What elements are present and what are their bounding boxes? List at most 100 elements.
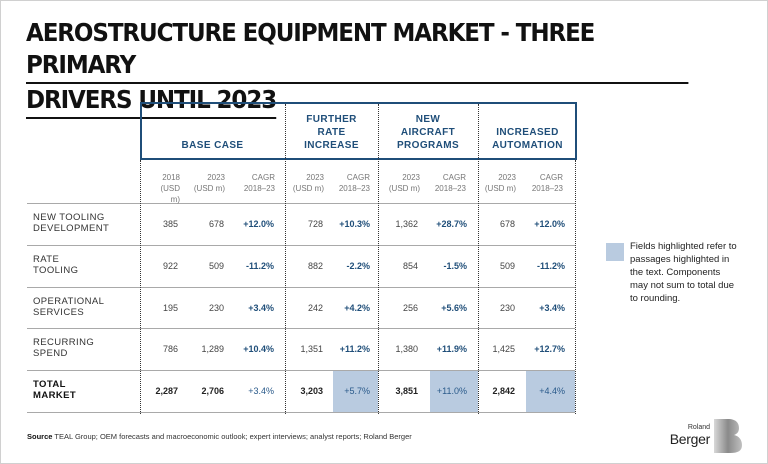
subheader-line: 2018–23	[243, 184, 275, 193]
logo-text-roland: Roland	[687, 424, 710, 431]
highlight-cell	[430, 370, 478, 412]
value-cell: 1,380	[395, 344, 418, 354]
row-label-line: OPERATIONAL	[33, 296, 105, 307]
value-cell: 509	[499, 261, 515, 271]
subheader-line: 2023	[498, 173, 516, 182]
subheader-line: CAGR	[442, 173, 466, 182]
subheader-cagr: CAGR 2018–23	[235, 172, 275, 194]
value-cell: 728	[307, 219, 323, 229]
logo-b-icon	[714, 419, 742, 453]
row-divider	[27, 412, 575, 413]
column-divider	[575, 160, 576, 414]
row-label-line: RECURRING	[33, 337, 95, 348]
cagr-cell: +28.7%	[436, 219, 467, 229]
subheader-line: 2018–23	[434, 184, 466, 193]
scenario-label-line: NEW	[415, 114, 441, 125]
subheader-cagr: CAGR 2018–23	[523, 172, 563, 194]
scenario-label-line: PROGRAMS	[396, 140, 460, 151]
value-cell: 2,287	[155, 386, 178, 396]
value-cell: 195	[162, 303, 178, 313]
subheader-line: (USD m)	[388, 184, 420, 193]
cagr-cell: +3.4%	[248, 303, 274, 313]
source-label: Source	[27, 432, 53, 441]
subheader-line: 2023	[306, 173, 324, 182]
scenario-header-base-case: BASE CASE	[140, 104, 285, 158]
scenario-label-line: AUTOMATION	[492, 140, 563, 151]
row-label: RECURRING SPEND	[33, 337, 94, 359]
column-divider	[285, 104, 286, 414]
cagr-cell: +12.0%	[534, 219, 565, 229]
scenario-label-line: RATE	[317, 127, 346, 138]
highlight-cell	[526, 370, 575, 412]
subheader-2023: 2023 (USD m)	[193, 172, 225, 194]
subheader-2023: 2023 (USD m)	[290, 172, 324, 194]
subheader-line: (USD m)	[193, 184, 225, 193]
subheader-line: (USD m)	[292, 184, 324, 193]
highlight-cell	[333, 370, 378, 412]
cagr-cell: +12.0%	[243, 219, 274, 229]
cagr-cell: +11.0%	[436, 386, 467, 396]
row-label: NEW TOOLING DEVELOPMENT	[33, 212, 109, 234]
row-label-line: DEVELOPMENT	[33, 223, 110, 234]
cagr-cell: +4.4%	[539, 386, 565, 396]
row-divider	[27, 245, 575, 246]
cagr-cell: +12.7%	[534, 344, 565, 354]
cagr-cell: +11.2%	[339, 344, 370, 354]
roland-berger-logo: Roland Berger	[668, 418, 748, 454]
subheader-2023: 2023 (USD m)	[482, 172, 516, 194]
cagr-cell: +3.4%	[539, 303, 565, 313]
subheader-line: 2018–23	[531, 184, 563, 193]
subheader-cagr: CAGR 2018–23	[426, 172, 466, 194]
subheader-line: CAGR	[251, 173, 275, 182]
cagr-cell: +11.9%	[436, 344, 467, 354]
value-cell: 1,362	[395, 219, 418, 229]
column-divider	[378, 104, 379, 414]
scenario-header-automation: INCREASED AUTOMATION	[478, 104, 577, 158]
subheader-line: 2018	[162, 173, 180, 182]
cagr-cell: +5.7%	[344, 386, 370, 396]
subheader-2018: 2018 (USD m)	[150, 172, 180, 205]
scenario-header-box	[140, 102, 577, 160]
cagr-cell: +10.4%	[243, 344, 274, 354]
cagr-cell: -11.2%	[245, 261, 274, 271]
subheader-cagr: CAGR 2018–23	[330, 172, 370, 194]
cagr-cell: -2.2%	[346, 261, 370, 271]
value-cell: 242	[307, 303, 323, 313]
row-divider	[27, 203, 575, 204]
source-text: TEAL Group; OEM forecasts and macroecono…	[54, 432, 412, 441]
subheader-line: CAGR	[539, 173, 563, 182]
value-cell: 1,425	[492, 344, 515, 354]
cagr-cell: +10.3%	[339, 219, 370, 229]
value-cell: 678	[208, 219, 224, 229]
value-cell: 678	[499, 219, 515, 229]
title-line-2: DRIVERS UNTIL 2023	[26, 84, 277, 119]
scenario-label-line: INCREASED	[496, 127, 559, 138]
scenario-header-further-rate: FURTHER RATE INCREASE	[285, 104, 378, 158]
cagr-cell: -11.2%	[536, 261, 565, 271]
page-title: AEROSTRUCTURE EQUIPMENT MARKET - THREE P…	[26, 17, 689, 119]
value-cell: 509	[208, 261, 224, 271]
scenario-label-line: INCREASE	[304, 140, 359, 151]
row-label: RATE TOOLING	[33, 254, 78, 276]
value-cell: 882	[307, 261, 323, 271]
value-cell: 2,842	[492, 386, 515, 396]
row-divider	[27, 328, 575, 329]
title-line-1: AEROSTRUCTURE EQUIPMENT MARKET - THREE P…	[26, 17, 689, 84]
row-label-line: RATE	[33, 254, 60, 265]
row-label-line: MARKET	[33, 390, 77, 401]
subheader-line: CAGR	[346, 173, 370, 182]
cagr-cell: +5.6%	[441, 303, 467, 313]
subheader-line: 2023	[207, 173, 225, 182]
row-label: TOTAL MARKET	[33, 379, 76, 401]
highlight-legend-text: Fields highlighted refer to passages hig…	[630, 241, 737, 304]
subheader-line: (USD m)	[484, 184, 516, 193]
value-cell: 922	[162, 261, 178, 271]
value-cell: 3,203	[300, 386, 323, 396]
row-label-line: NEW TOOLING	[33, 212, 105, 223]
value-cell: 256	[402, 303, 418, 313]
value-cell: 230	[208, 303, 224, 313]
value-cell: 1,289	[201, 344, 224, 354]
row-label: OPERATIONAL SERVICES	[33, 296, 104, 318]
value-cell: 786	[162, 344, 178, 354]
logo-text-berger: Berger	[669, 431, 711, 447]
